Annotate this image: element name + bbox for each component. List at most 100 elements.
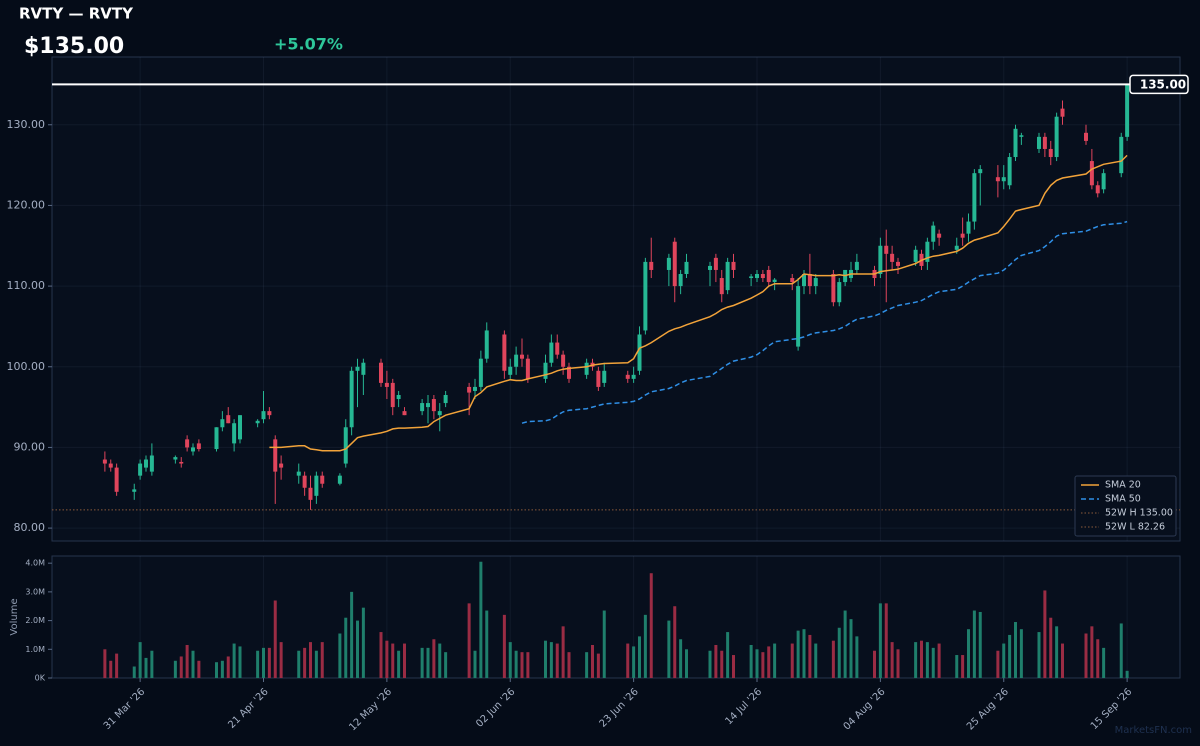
volume-bar [1119,623,1123,678]
candle-body [238,415,242,440]
volume-bar [473,650,477,678]
volume-bar [920,640,923,678]
candle-body [132,489,137,492]
candle-body [772,279,777,283]
volume-bar [1043,590,1047,678]
volume-bar [109,660,113,678]
volume-bar [967,629,970,678]
candle-body [308,487,313,500]
candle-body [543,362,548,379]
candle-body [831,273,836,303]
watermark: MarketsFN.com [1115,725,1192,736]
candle-body [191,447,195,452]
y-tick-label: 80.00 [14,521,46,534]
candle-body [302,475,307,488]
candle-body [226,415,231,424]
candle-body [232,423,237,444]
volume-tick-label: 2.0M [25,616,45,625]
volume-bar [931,647,935,678]
volume-bar [467,603,471,678]
volume-bar [896,649,900,678]
candle-body [296,471,301,476]
volume-bar [267,647,271,678]
volume-bar [444,652,448,678]
volume-bar [802,629,806,678]
volume-bar [391,643,395,678]
candle-body [890,253,895,262]
volume-bar [937,643,941,678]
y-tick-label: 100.00 [7,360,46,373]
candle-body [1060,108,1065,117]
candle-body [631,374,636,379]
candle-body [173,457,178,460]
chart-title: RVTY — RVTY [19,5,134,23]
volume-bar [215,662,218,678]
volume-bar [567,652,571,678]
candle-body [384,382,389,387]
volume-bar [972,610,976,678]
volume-tick-label: 0K [35,674,46,683]
volume-bar [831,640,835,678]
candle-body [925,241,930,262]
candle-body [220,419,225,428]
volume-bar [749,644,753,678]
volume-bar [309,642,312,678]
candle-body [108,463,113,468]
change-label: +5.07% [274,35,343,54]
volume-bar [1008,634,1012,678]
volume-bar [884,603,888,678]
candle-body [320,475,325,484]
volume-bar [720,650,724,678]
volume-bar [632,646,636,678]
volume-bar [273,600,277,678]
candle-body [896,261,900,266]
candle-body [431,399,436,412]
last-price-label: 135.00 [1140,77,1186,91]
volume-bar [262,647,265,678]
price-panel [51,56,1181,542]
volume-bar [638,636,641,678]
volume-bar [403,643,406,678]
candle-body [960,233,965,238]
volume-bar [761,652,765,678]
candle-body [102,459,107,464]
candle-body [766,269,771,283]
candle-body [931,225,936,242]
volume-bar [150,650,154,678]
legend-label: SMA 20 [1105,480,1141,491]
candle-body [561,354,566,367]
candle-body [396,394,401,400]
volume-bar [185,644,189,678]
legend-label: SMA 50 [1105,494,1141,505]
volume-bar [226,656,230,678]
candle-body [731,261,736,270]
volume-bar [256,650,260,678]
candle-body [138,463,143,476]
candle-body [884,245,889,254]
volume-bar [679,639,683,678]
volume-bar [996,650,1000,678]
candle-body [625,374,630,379]
candle-body [473,386,477,391]
volume-bar [955,655,959,678]
volume-bar [732,655,735,678]
legend-label: 52W L 82.26 [1105,522,1165,533]
candle-body [478,358,483,387]
volume-bar [790,643,794,678]
volume-bar [1049,617,1053,678]
candle-body [1019,135,1024,137]
volume-bar [755,649,759,678]
volume-bar [320,642,324,678]
candle-body [796,286,801,347]
volume-bar [1084,633,1088,678]
overlay-line [521,220,1128,424]
volume-bar [1055,626,1059,678]
candle-body [1037,136,1041,149]
candle-body [854,261,859,270]
candle-body [1101,173,1106,190]
volume-bar [667,620,671,678]
candle-body [267,411,272,416]
volume-bar [591,644,594,678]
candle-body [666,257,671,270]
candle-body [420,403,425,412]
